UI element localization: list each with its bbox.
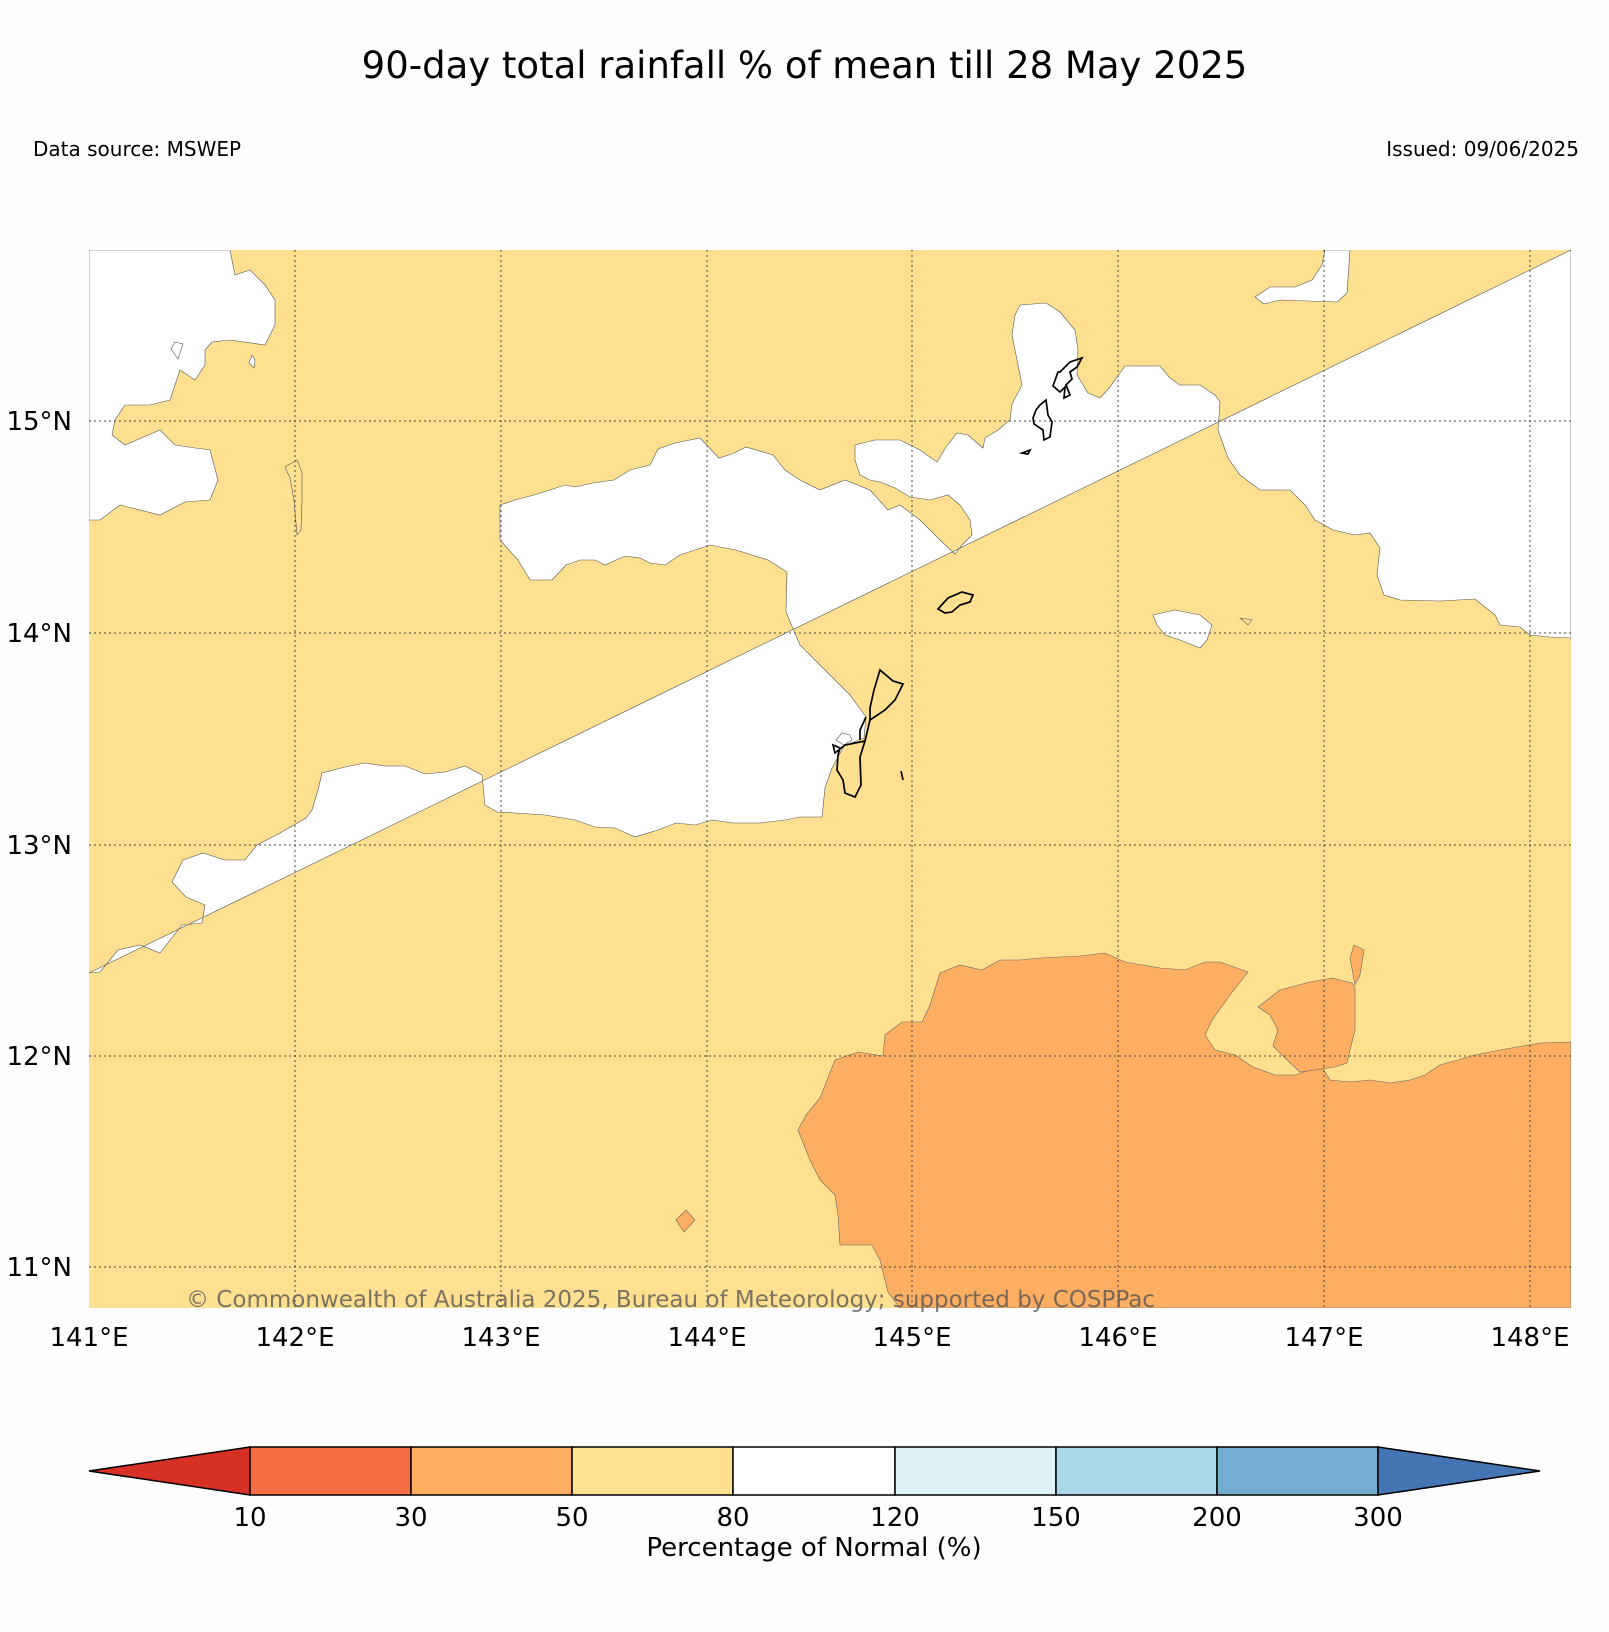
lon-label: 145°E bbox=[872, 1323, 951, 1353]
lon-label: 141°E bbox=[49, 1323, 128, 1353]
lon-label: 148°E bbox=[1490, 1323, 1569, 1353]
colorbar-tick-label: 120 bbox=[870, 1503, 920, 1533]
colorbar-segment-10-30 bbox=[249, 1446, 412, 1496]
rainfall-50-80-islands bbox=[284, 459, 1253, 626]
lat-label: 12°N bbox=[6, 1042, 72, 1072]
colorbar-tick-label: 200 bbox=[1192, 1503, 1242, 1533]
lon-label: 147°E bbox=[1284, 1323, 1363, 1353]
lat-label: 14°N bbox=[6, 619, 72, 649]
colorbar-segment-150-200 bbox=[1055, 1446, 1218, 1496]
lat-label: 15°N bbox=[6, 407, 72, 437]
rainfall-30-50-regions bbox=[675, 944, 1571, 1308]
copyright-notice: © Commonwealth of Australia 2025, Bureau… bbox=[186, 1287, 1155, 1313]
map-title: 90-day total rainfall % of mean till 28 … bbox=[361, 44, 1248, 87]
latitude-labels: 15°N 14°N 13°N 12°N 11°N bbox=[6, 407, 72, 1283]
colorbar-tick-label: 150 bbox=[1031, 1503, 1081, 1533]
colorbar-segment-30-50 bbox=[410, 1446, 573, 1496]
colorbar-tick-label: 80 bbox=[716, 1503, 749, 1533]
colorbar-tick-label: 300 bbox=[1353, 1503, 1403, 1533]
colorbar-segment-120-150 bbox=[894, 1446, 1057, 1496]
lat-label: 11°N bbox=[6, 1253, 72, 1283]
issued-date-label: Issued: 09/06/2025 bbox=[1386, 137, 1579, 161]
lon-label: 143°E bbox=[461, 1323, 540, 1353]
colorbar-title: Percentage of Normal (%) bbox=[646, 1533, 981, 1563]
colorbar-tick-label: 50 bbox=[555, 1503, 588, 1533]
colorbar-segment-lt10 bbox=[88, 1446, 251, 1496]
lon-label: 146°E bbox=[1078, 1323, 1157, 1353]
map-gridlines bbox=[89, 250, 1571, 1308]
map-area bbox=[89, 250, 1571, 1308]
colorbar-segment-80-120 bbox=[732, 1446, 896, 1496]
colorbar-tick-label: 30 bbox=[394, 1503, 427, 1533]
colorbar-segment-gt300 bbox=[1377, 1446, 1541, 1496]
lat-label: 13°N bbox=[6, 831, 72, 861]
longitude-labels: 141°E 142°E 143°E 144°E 145°E 146°E 147°… bbox=[49, 1323, 1569, 1353]
colorbar: 10 30 50 80 120 150 200 300 Percentage o… bbox=[88, 1446, 1541, 1563]
rainfall-80-120-regions bbox=[89, 250, 1571, 1023]
data-source-label: Data source: MSWEP bbox=[33, 137, 242, 161]
colorbar-segment-50-80 bbox=[571, 1446, 734, 1496]
coastlines bbox=[831, 356, 1084, 799]
lon-label: 142°E bbox=[255, 1323, 334, 1353]
colorbar-segment-200-300 bbox=[1216, 1446, 1379, 1496]
lon-label: 144°E bbox=[667, 1323, 746, 1353]
colorbar-tick-label: 10 bbox=[233, 1503, 266, 1533]
